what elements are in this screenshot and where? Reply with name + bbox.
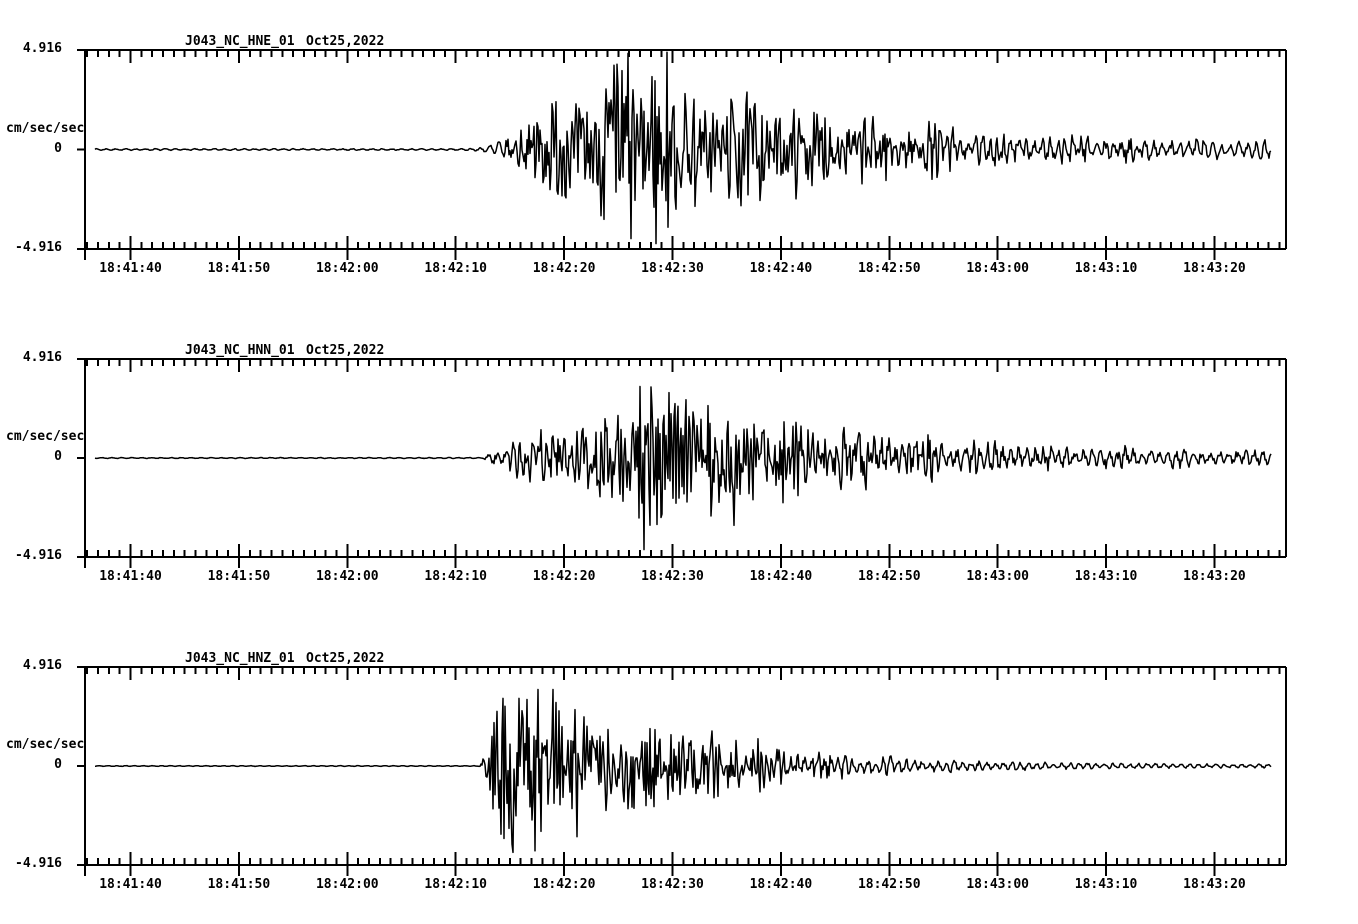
x-tick-label: 18:42:30 — [641, 877, 704, 892]
x-tick-label: 18:42:00 — [315, 569, 379, 584]
y-axis-max-label: 4.916 — [22, 41, 62, 56]
chart-title-station: J043_NC_HNZ_01 — [185, 651, 295, 666]
y-axis-min-label: -4.916 — [15, 240, 62, 255]
y-axis-unit-label: cm/sec/sec — [6, 429, 85, 444]
x-tick-label: 18:41:40 — [99, 261, 162, 276]
chart-title-station: J043_NC_HNN_01 — [185, 343, 295, 358]
x-tick-label: 18:41:40 — [99, 569, 162, 584]
x-tick-label: 18:43:20 — [1183, 261, 1246, 276]
x-tick-label: 18:43:00 — [966, 569, 1029, 584]
x-tick-label: 18:42:40 — [749, 569, 813, 584]
seismogram-trace — [95, 688, 1272, 854]
x-tick-label: 18:42:40 — [749, 261, 813, 276]
y-axis-unit-label: cm/sec/sec — [6, 121, 85, 136]
chart-title-date: Oct25,2022 — [306, 34, 385, 49]
x-tick-label: 18:42:50 — [857, 877, 921, 892]
x-tick-label: 18:42:30 — [641, 261, 704, 276]
x-tick-label: 18:42:10 — [424, 569, 488, 584]
y-axis-zero-label: 0 — [54, 449, 62, 464]
x-tick-label: 18:43:20 — [1183, 877, 1246, 892]
seismogram-trace — [94, 51, 1272, 245]
x-tick-label: 18:42:00 — [315, 261, 379, 276]
x-tick-label: 18:43:00 — [966, 261, 1029, 276]
x-tick-label: 18:42:20 — [532, 569, 596, 584]
x-tick-label: 18:42:10 — [424, 877, 488, 892]
x-tick-label: 18:42:20 — [532, 877, 596, 892]
y-axis-zero-label: 0 — [54, 757, 62, 772]
x-tick-label: 18:41:50 — [207, 261, 271, 276]
x-tick-label: 18:42:50 — [857, 569, 921, 584]
chart-title-station: J043_NC_HNE_01 — [185, 34, 295, 49]
x-tick-label: 18:42:50 — [857, 261, 921, 276]
x-tick-label: 18:41:50 — [207, 877, 271, 892]
y-axis-min-label: -4.916 — [15, 548, 62, 563]
y-axis-zero-label: 0 — [54, 141, 62, 156]
x-tick-label: 18:42:20 — [532, 261, 596, 276]
x-tick-label: 18:43:10 — [1074, 261, 1138, 276]
x-tick-label: 18:42:40 — [749, 877, 813, 892]
chart-title-date: Oct25,2022 — [306, 651, 385, 666]
y-axis-min-label: -4.916 — [15, 856, 62, 871]
x-tick-label: 18:42:10 — [424, 261, 488, 276]
x-tick-label: 18:43:10 — [1074, 877, 1138, 892]
y-axis-max-label: 4.916 — [22, 658, 62, 673]
chart-title-date: Oct25,2022 — [306, 343, 385, 358]
x-tick-label: 18:41:40 — [99, 877, 162, 892]
y-axis-unit-label: cm/sec/sec — [6, 737, 85, 752]
seismogram-trace — [94, 385, 1272, 551]
x-tick-label: 18:43:00 — [966, 877, 1029, 892]
x-tick-label: 18:42:00 — [315, 877, 379, 892]
y-axis-max-label: 4.916 — [22, 350, 62, 365]
x-tick-label: 18:41:50 — [207, 569, 271, 584]
x-tick-label: 18:43:20 — [1183, 569, 1246, 584]
x-tick-label: 18:42:30 — [641, 569, 704, 584]
x-tick-label: 18:43:10 — [1074, 569, 1138, 584]
